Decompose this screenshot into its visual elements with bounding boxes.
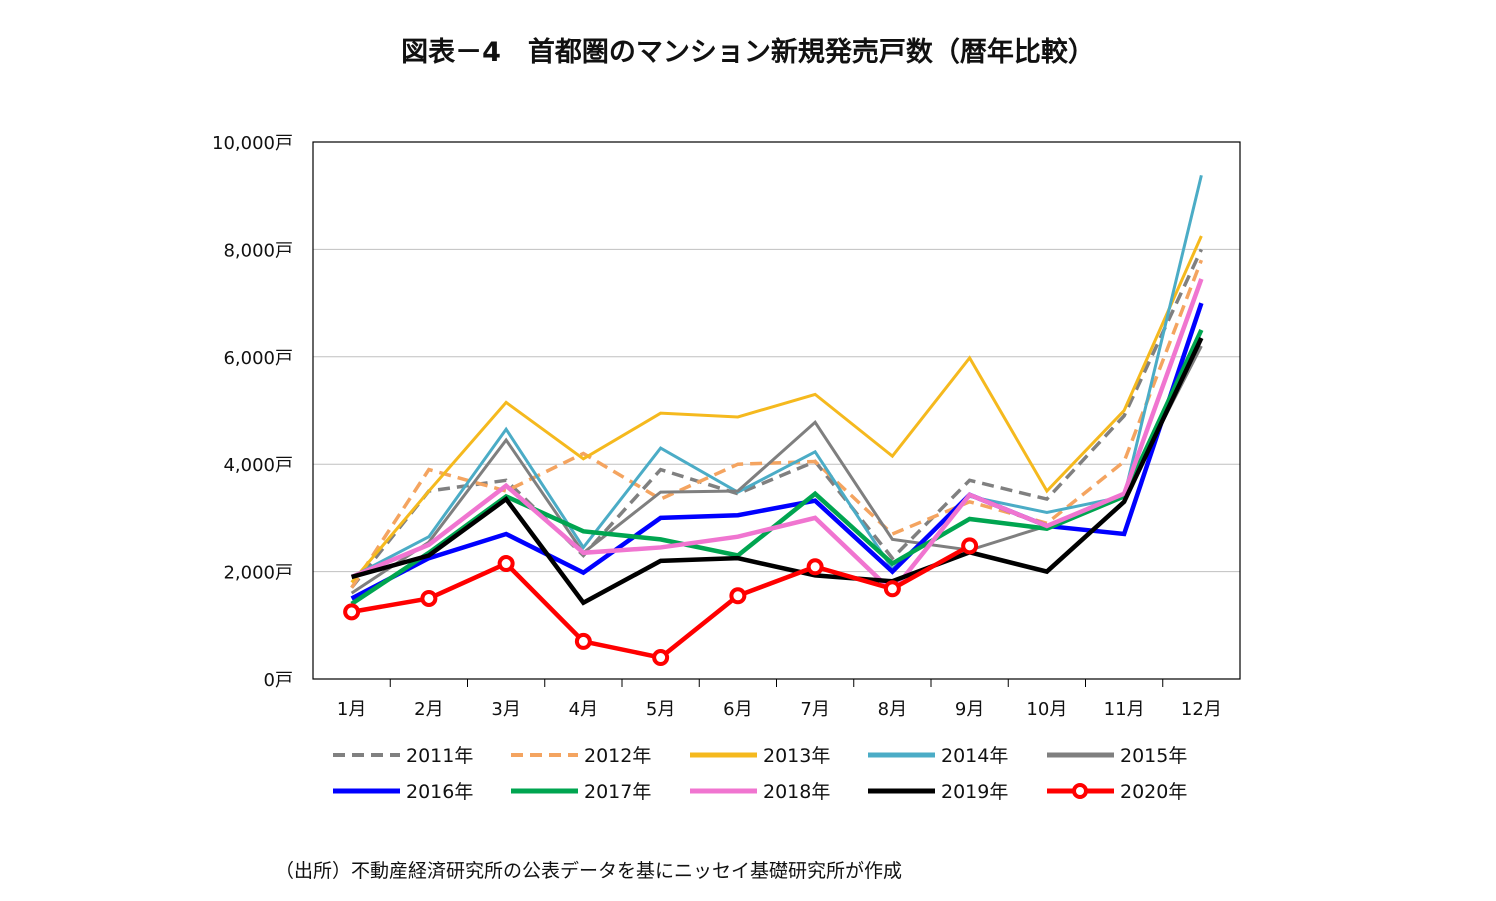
data-point [806, 558, 824, 576]
x-tick-label: 11月 [1104, 699, 1145, 720]
legend-label: 2012年 [584, 745, 651, 767]
data-point [420, 589, 438, 607]
data-point [574, 632, 592, 650]
data-point [961, 537, 979, 555]
x-tick-label: 7月 [800, 699, 829, 720]
x-tick-label: 2月 [414, 699, 443, 720]
data-point [497, 555, 515, 573]
series-line-2019年 [351, 337, 1204, 606]
y-tick-label: 10,000戸 [212, 133, 293, 154]
series-line-2011年 [350, 248, 1203, 589]
x-tick-label: 6月 [723, 699, 752, 720]
series-line-2014年 [350, 174, 1203, 579]
x-tick-label: 5月 [646, 699, 675, 720]
legend-label: 2015年 [1120, 745, 1187, 767]
x-tick-label: 4月 [569, 699, 598, 720]
series-line-2016年 [350, 302, 1204, 601]
legend-label: 2020年 [1120, 781, 1187, 803]
x-tick-label: 12月 [1181, 699, 1222, 720]
series-line-2018年 [350, 278, 1204, 595]
series-line-2013年 [350, 235, 1203, 584]
data-point [343, 603, 361, 621]
y-tick-label: 6,000戸 [223, 348, 293, 369]
chart-title: 図表－4 首都圏のマンション新規発売戸数（暦年比較） [401, 37, 1095, 68]
legend-label: 2016年 [406, 781, 473, 803]
y-tick-label: 8,000戸 [223, 240, 293, 261]
x-tick-label: 8月 [878, 699, 907, 720]
data-point [883, 580, 901, 598]
legend-label: 2019年 [941, 781, 1008, 803]
x-tick-label: 9月 [955, 699, 984, 720]
x-tick-label: 1月 [337, 699, 366, 720]
x-tick-label: 3月 [491, 699, 520, 720]
plot-area [312, 141, 1241, 680]
legend-label: 2013年 [763, 745, 830, 767]
source-note: （出所）不動産経済研究所の公表データを基にニッセイ基礎研究所が作成 [275, 860, 903, 882]
series-line-2012年 [350, 259, 1204, 589]
legend-label: 2017年 [584, 781, 651, 803]
legend-marker [1072, 783, 1088, 799]
data-point [729, 587, 747, 605]
y-tick-label: 4,000戸 [223, 455, 293, 476]
y-tick-label: 2,000戸 [223, 563, 293, 584]
data-point [652, 649, 670, 667]
y-tick-label: 0戸 [264, 670, 293, 691]
legend-label: 2014年 [941, 745, 1008, 767]
x-tick-label: 10月 [1026, 699, 1067, 720]
legend-label: 2011年 [406, 745, 473, 767]
legend-label: 2018年 [763, 781, 830, 803]
